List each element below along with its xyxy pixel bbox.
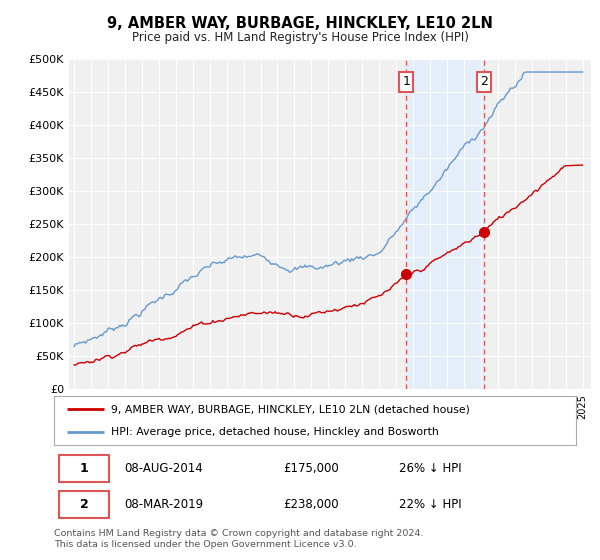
Text: 08-MAR-2019: 08-MAR-2019: [124, 498, 203, 511]
Text: HPI: Average price, detached house, Hinckley and Bosworth: HPI: Average price, detached house, Hinc…: [112, 427, 439, 437]
Text: 1: 1: [80, 462, 88, 475]
Text: 1: 1: [403, 76, 410, 88]
Text: 2: 2: [480, 76, 488, 88]
Text: 9, AMBER WAY, BURBAGE, HINCKLEY, LE10 2LN (detached house): 9, AMBER WAY, BURBAGE, HINCKLEY, LE10 2L…: [112, 404, 470, 414]
Text: 2: 2: [80, 498, 88, 511]
Text: Contains HM Land Registry data © Crown copyright and database right 2024.
This d: Contains HM Land Registry data © Crown c…: [54, 529, 424, 549]
FancyBboxPatch shape: [59, 455, 109, 482]
FancyBboxPatch shape: [59, 491, 109, 519]
Text: 9, AMBER WAY, BURBAGE, HINCKLEY, LE10 2LN: 9, AMBER WAY, BURBAGE, HINCKLEY, LE10 2L…: [107, 16, 493, 31]
Bar: [406, 59, 484, 389]
Text: 26% ↓ HPI: 26% ↓ HPI: [398, 462, 461, 475]
Text: £238,000: £238,000: [284, 498, 340, 511]
Text: 22% ↓ HPI: 22% ↓ HPI: [398, 498, 461, 511]
Text: Price paid vs. HM Land Registry's House Price Index (HPI): Price paid vs. HM Land Registry's House …: [131, 31, 469, 44]
Text: £175,000: £175,000: [284, 462, 340, 475]
Text: 08-AUG-2014: 08-AUG-2014: [124, 462, 203, 475]
